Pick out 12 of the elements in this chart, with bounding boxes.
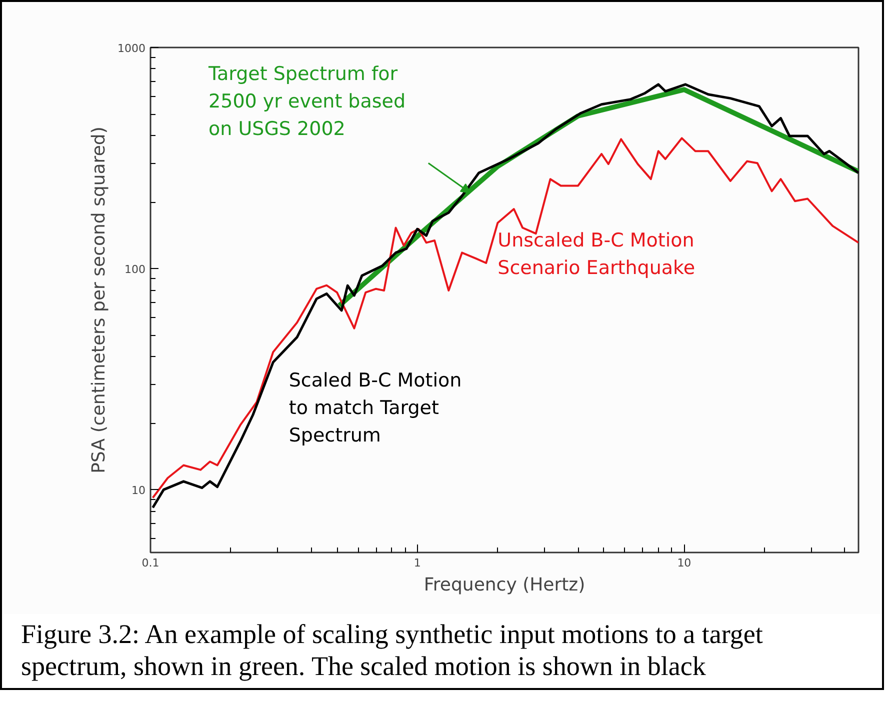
series-label: Unscaled B-C Motion Scenario Earthquake xyxy=(498,230,696,280)
y-tick-label: 100 xyxy=(124,263,146,276)
y-tick-label: 10 xyxy=(132,484,146,498)
y-tick-label: 1000 xyxy=(118,42,146,55)
x-axis-title: Frequency (Hertz) xyxy=(424,574,586,596)
caption: Figure 3.2: An example of scaling synthetic input motions to a target spectrum, shown in green. The scaled motion is shown in black xyxy=(21,619,764,683)
x-tick-label: 0.1 xyxy=(142,556,160,570)
y-axis-title: PSA (centimeters per second squared) xyxy=(88,126,110,474)
x-tick-label: 10 xyxy=(677,556,692,570)
x-tick-label: 1 xyxy=(414,556,421,570)
text: Target Spectrum for 2500 yr event based on USGS 2002 xyxy=(208,63,406,140)
series-label: Scaled B-C Motion to match Target Spectrum xyxy=(288,369,462,446)
